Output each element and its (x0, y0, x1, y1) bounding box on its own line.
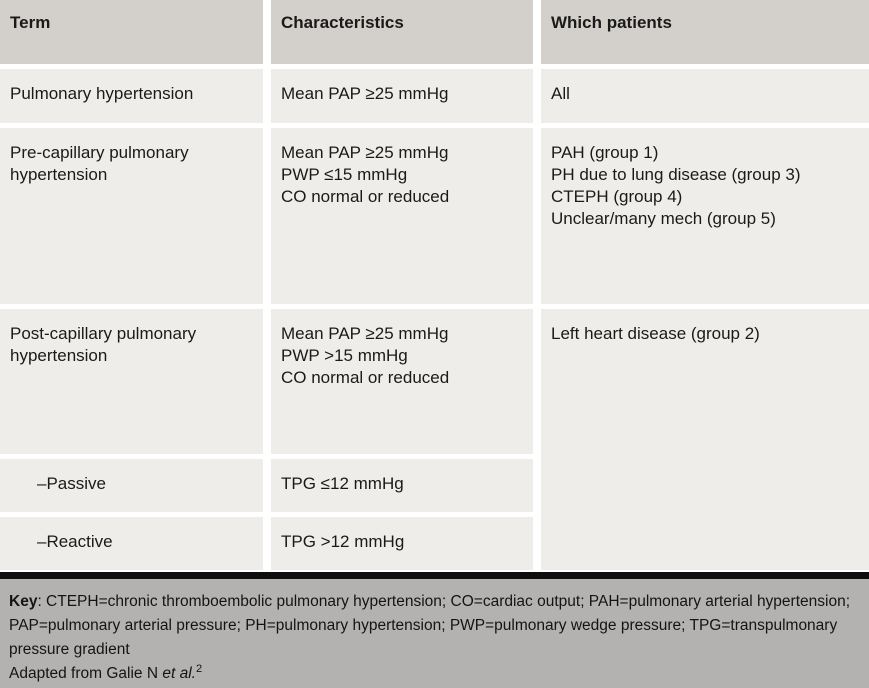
column-header-patients-label: Which patients (551, 13, 672, 32)
footnote-source-etal: et al. (162, 665, 196, 682)
characteristic-line: CO normal or reduced (281, 368, 450, 387)
characteristic-line: Mean PAP ≥25 mmHg (281, 84, 449, 103)
characteristic-line: Mean PAP ≥25 mmHg (281, 143, 449, 162)
footnote-key: Key: CTEPH=chronic thromboembolic pulmon… (9, 590, 857, 662)
ph-classification-table: Term Characteristics Which patients Pulm… (0, 0, 869, 570)
patients-cell-pre-capillary: PAH (group 1) PH due to lung disease (gr… (541, 128, 869, 304)
patients-line: CTEPH (group 4) (551, 187, 683, 206)
column-header-term: Term (0, 0, 263, 64)
characteristic-line: PWP >15 mmHg (281, 346, 408, 365)
column-header-term-label: Term (10, 13, 51, 32)
characteristics-cell-reactive: TPG >12 mmHg (271, 517, 533, 570)
term-cell-pre-capillary: Pre-capillary pulmonary hypertension (0, 128, 263, 304)
patients-line: Left heart disease (group 2) (551, 324, 760, 343)
patients-line: PH due to lung disease (group 3) (551, 165, 801, 184)
patients-line: PAH (group 1) (551, 143, 659, 162)
characteristics-cell-passive: TPG ≤12 mmHg (271, 459, 533, 512)
column-header-characteristics-label: Characteristics (281, 13, 404, 32)
footnote-key-text: : CTEPH=chronic thromboembolic pulmonary… (9, 593, 850, 658)
patients-line: All (551, 84, 570, 103)
divider-bar (0, 572, 869, 579)
characteristic-line: CO normal or reduced (281, 187, 450, 206)
footnote-citation-number: 2 (195, 662, 203, 675)
term-cell-pulmonary-hypertension: Pulmonary hypertension (0, 69, 263, 123)
characteristics-cell-pulmonary-hypertension: Mean PAP ≥25 mmHg (271, 69, 533, 123)
patients-line: Unclear/many mech (group 5) (551, 209, 776, 228)
characteristics-cell-post-capillary: Mean PAP ≥25 mmHg PWP >15 mmHg CO normal… (271, 309, 533, 454)
characteristic-line: TPG ≤12 mmHg (281, 474, 404, 493)
characteristic-line: PWP ≤15 mmHg (281, 165, 408, 184)
term-cell-post-capillary: Post-capillary pulmonary hypertension (0, 309, 263, 454)
patients-cell-pulmonary-hypertension: All (541, 69, 869, 123)
term-cell-passive: –Passive (0, 459, 263, 512)
column-header-patients: Which patients (541, 0, 869, 64)
term-text: Post-capillary pulmonary hypertension (10, 324, 197, 365)
footnote-source: Adapted from Galie N et al.2 (9, 662, 857, 686)
term-text: Pulmonary hypertension (10, 84, 194, 103)
term-text: –Reactive (37, 532, 113, 551)
footnote-source-prefix: Adapted from Galie N (9, 665, 163, 682)
footnote-key-label: Key (9, 593, 38, 610)
characteristics-cell-pre-capillary: Mean PAP ≥25 mmHg PWP ≤15 mmHg CO normal… (271, 128, 533, 304)
column-header-characteristics: Characteristics (271, 0, 533, 64)
term-text: Pre-capillary pulmonary hypertension (10, 143, 189, 184)
characteristic-line: TPG >12 mmHg (281, 532, 405, 551)
term-cell-reactive: –Reactive (0, 517, 263, 570)
patients-cell-post-capillary: Left heart disease (group 2) (541, 309, 869, 570)
term-text: –Passive (37, 474, 106, 493)
table-footnote: Key: CTEPH=chronic thromboembolic pulmon… (0, 579, 869, 688)
characteristic-line: Mean PAP ≥25 mmHg (281, 324, 449, 343)
